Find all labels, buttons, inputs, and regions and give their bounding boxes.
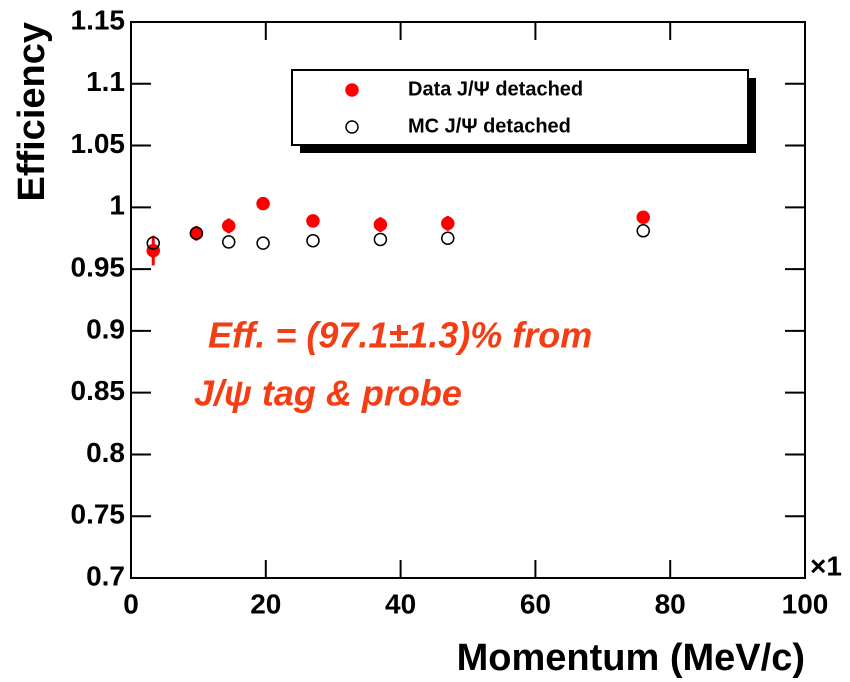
y-tick-label: 0.8 xyxy=(86,437,125,468)
x-tick-label: 0 xyxy=(123,588,139,619)
data-point xyxy=(636,210,650,224)
x-tick-label: 80 xyxy=(655,588,686,619)
y-axis-title: Efficiency xyxy=(11,22,53,202)
y-tick-label: 1.1 xyxy=(86,66,125,97)
data-point xyxy=(256,196,270,211)
y-tick-label: 1.15 xyxy=(71,4,126,35)
data-point xyxy=(221,235,236,249)
x-tick-label: 100 xyxy=(782,588,829,619)
y-tick-label: 0.75 xyxy=(71,499,126,530)
annotation: Eff. = (97.1±1.3)% from xyxy=(208,315,592,356)
data-point xyxy=(441,216,455,231)
data-point xyxy=(221,219,236,233)
y-tick-label: 0.95 xyxy=(71,252,126,283)
data-point xyxy=(636,224,650,238)
x-tick-label: 60 xyxy=(520,588,551,619)
legend-label: MC J/Ψ detached xyxy=(408,115,571,137)
y-tick-label: 1 xyxy=(109,190,125,221)
data-point xyxy=(373,217,388,232)
data-point xyxy=(306,233,320,248)
y-tick-label: 0.9 xyxy=(86,313,125,344)
y-tick-label: 0.7 xyxy=(86,560,125,591)
data-point xyxy=(146,236,160,250)
annotation: J/ψ tag & probe xyxy=(194,373,462,414)
x-tick-label: 40 xyxy=(385,588,416,619)
legend xyxy=(291,69,749,146)
plot-frame xyxy=(130,21,806,579)
legend-label: Data J/Ψ detached xyxy=(408,78,583,100)
data-point xyxy=(306,214,320,228)
legend-marker xyxy=(345,120,359,134)
y-tick-label: 1.05 xyxy=(71,128,126,159)
y-tick-label: 0.85 xyxy=(71,375,126,406)
data-point xyxy=(256,236,270,250)
data-point xyxy=(441,231,455,245)
x-tick-label: 20 xyxy=(250,588,281,619)
data-point xyxy=(189,226,204,241)
x-multiplier: ×1 xyxy=(810,550,842,581)
data-point xyxy=(373,232,388,247)
x-axis-title: Momentum (MeV/c) xyxy=(457,637,805,679)
legend-marker xyxy=(345,83,359,97)
